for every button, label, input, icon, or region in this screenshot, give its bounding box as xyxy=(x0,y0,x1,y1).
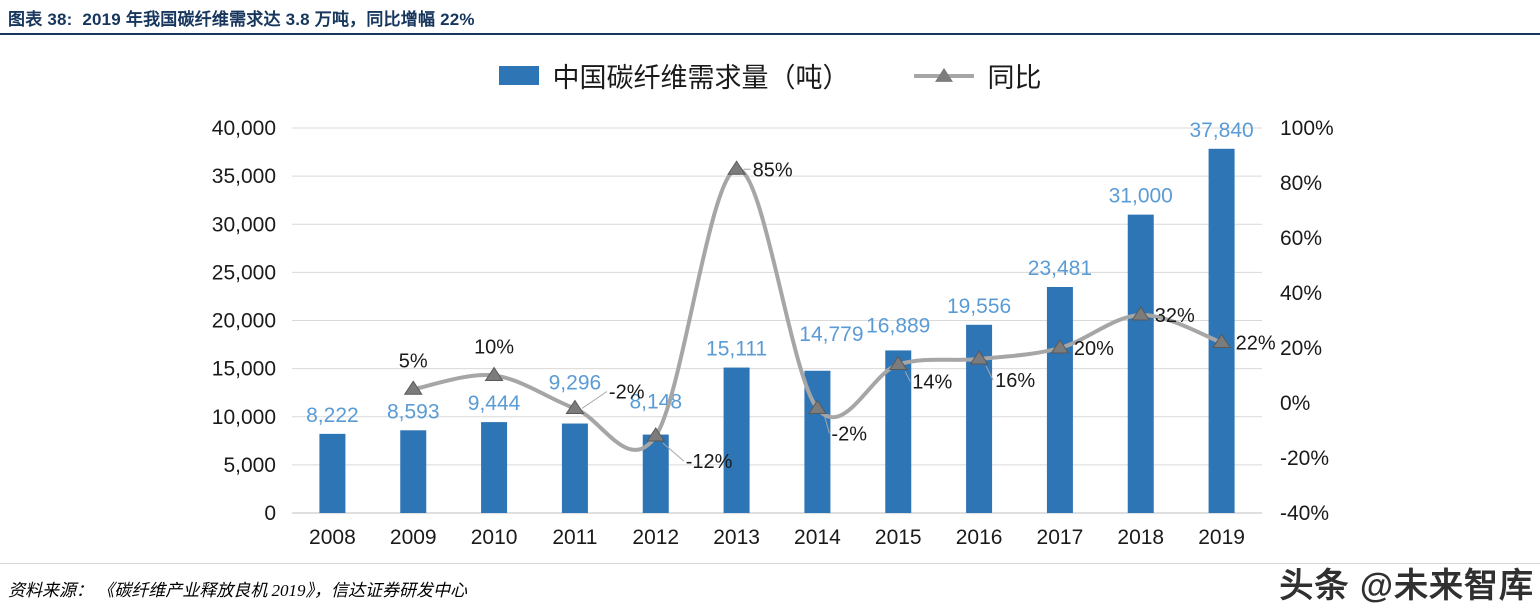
bar-label: 15,111 xyxy=(706,338,767,361)
x-axis-tick: 2015 xyxy=(875,526,922,549)
left-axis-tick: 10,000 xyxy=(212,406,276,429)
x-axis-tick: 2010 xyxy=(471,526,518,549)
x-axis-tick: 2012 xyxy=(632,526,679,549)
label-leader xyxy=(904,371,911,382)
chart-legend: 中国碳纤维需求量（吨） 同比 xyxy=(0,56,1540,95)
left-axis-tick: 30,000 xyxy=(212,213,276,236)
line-label: -2% xyxy=(609,382,645,404)
right-axis-tick: -40% xyxy=(1280,502,1329,525)
left-axis-tick: 0 xyxy=(264,502,276,525)
source-note: 资料来源： 《碳纤维产业释放良机 2019》，信达证券研发中心 xyxy=(8,581,467,600)
x-axis-tick: 2011 xyxy=(552,526,597,549)
legend-item-demand: 中国碳纤维需求量（吨） xyxy=(498,56,850,95)
bar xyxy=(481,422,508,513)
x-axis-tick: 2019 xyxy=(1198,526,1245,549)
line-marker-icon xyxy=(565,399,585,414)
bar-label: 37,840 xyxy=(1189,119,1253,142)
bar-label: 8,222 xyxy=(306,404,359,427)
left-axis-tick: 40,000 xyxy=(212,117,276,140)
title-divider xyxy=(0,33,1540,35)
bar xyxy=(885,350,912,513)
legend-bar-swatch-icon xyxy=(498,66,539,85)
line-marker-icon xyxy=(807,399,827,414)
bar-label: 14,779 xyxy=(799,323,863,346)
right-axis-tick: 20% xyxy=(1280,337,1322,360)
left-axis-tick: 35,000 xyxy=(212,165,276,188)
bar xyxy=(561,423,588,513)
line-marker-icon xyxy=(888,355,908,370)
legend-label-yoy: 同比 xyxy=(987,63,1042,93)
line-label: 14% xyxy=(912,372,952,394)
bar-label: 31,000 xyxy=(1109,185,1173,208)
x-axis-tick: 2016 xyxy=(956,526,1003,549)
figure-title: 图表 38: 2019 年我国碳纤维需求达 3.8 万吨，同比增幅 22% xyxy=(8,10,475,29)
x-axis-tick: 2009 xyxy=(390,526,437,549)
bar-label: 9,296 xyxy=(549,372,602,395)
bar xyxy=(400,430,427,513)
line-marker-icon xyxy=(1050,339,1070,354)
bar-label: 16,889 xyxy=(866,314,930,337)
line-label: 32% xyxy=(1155,305,1195,327)
right-axis-tick: 60% xyxy=(1280,227,1322,250)
bar xyxy=(1208,148,1235,514)
triangle-marker-icon xyxy=(934,67,953,82)
left-axis-tick: 5,000 xyxy=(223,454,276,477)
bar-label: 23,481 xyxy=(1028,257,1092,280)
bar-label: 19,556 xyxy=(947,295,1011,318)
line-label: -2% xyxy=(831,424,867,446)
line-marker-icon xyxy=(403,380,423,395)
x-axis-tick: 2014 xyxy=(794,526,841,549)
line-marker-icon xyxy=(646,427,666,442)
bar-label: 8,593 xyxy=(387,400,440,423)
label-leader xyxy=(823,415,830,434)
line-label: 16% xyxy=(995,370,1035,392)
left-axis-tick: 25,000 xyxy=(212,261,276,284)
line-marker-icon xyxy=(1131,306,1151,321)
line-marker-icon xyxy=(484,366,504,381)
line-marker-icon xyxy=(727,160,747,175)
x-axis-tick: 2008 xyxy=(309,526,356,549)
line-label: 22% xyxy=(1236,333,1276,355)
line-marker-icon xyxy=(1212,333,1232,348)
right-axis-tick: 0% xyxy=(1280,392,1310,415)
label-leader xyxy=(662,442,685,462)
left-axis-tick: 20,000 xyxy=(212,310,276,333)
bar-label: 9,444 xyxy=(468,392,521,415)
footer-divider xyxy=(0,563,1540,564)
line-label: 20% xyxy=(1074,338,1114,360)
line-label: -12% xyxy=(686,451,733,473)
label-leader xyxy=(581,391,608,409)
x-axis-tick: 2013 xyxy=(713,526,760,549)
left-axis-tick: 15,000 xyxy=(212,358,276,381)
legend-label-demand: 中国碳纤维需求量（吨） xyxy=(552,63,850,93)
line-label: 5% xyxy=(399,350,428,372)
right-axis-tick: 80% xyxy=(1280,172,1322,195)
line-label: 85% xyxy=(753,159,793,181)
watermark: 头条 @未来智库 xyxy=(1279,567,1534,605)
right-axis-tick: 40% xyxy=(1280,282,1322,305)
line-label: 10% xyxy=(474,337,514,359)
right-axis-tick: 100% xyxy=(1280,117,1334,140)
x-axis-tick: 2017 xyxy=(1037,526,1084,549)
bar xyxy=(1127,214,1154,513)
x-axis-tick: 2018 xyxy=(1117,526,1164,549)
bar xyxy=(723,367,750,513)
legend-item-yoy: 同比 xyxy=(913,56,1042,95)
bar xyxy=(319,433,346,513)
bar xyxy=(1046,286,1073,513)
label-leader xyxy=(985,365,994,381)
right-axis-tick: -20% xyxy=(1280,447,1329,470)
legend-line-swatch-icon xyxy=(913,67,974,82)
line-marker-icon xyxy=(969,350,989,365)
